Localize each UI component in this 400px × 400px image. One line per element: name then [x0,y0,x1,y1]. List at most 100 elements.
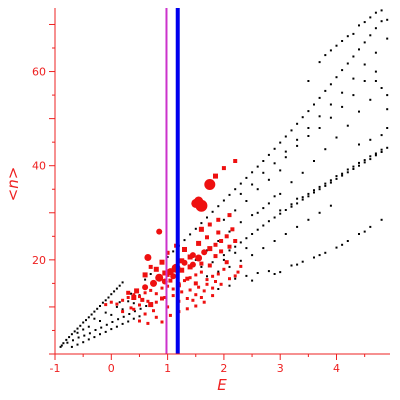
red-point [227,244,232,249]
black-point [346,171,349,174]
black-point [352,94,355,97]
red-point [143,291,147,295]
red-point [179,267,185,273]
black-point [318,211,321,214]
black-point [318,254,321,257]
black-point [59,345,62,348]
red-point [221,166,226,171]
black-point [358,110,360,113]
red-point [216,217,221,222]
black-point [251,233,254,235]
black-point [279,271,282,274]
black-point [290,129,293,132]
red-point [142,272,148,278]
red-point [153,266,159,272]
red-point [201,249,208,256]
black-point [284,135,287,138]
black-point [301,116,304,119]
red-point [187,264,193,270]
red-point [109,300,113,304]
red-point [207,222,212,227]
red-point [193,281,198,286]
red-point [154,300,158,304]
black-point [318,96,321,99]
black-point [211,210,214,213]
black-point [115,287,118,290]
red-point [188,276,192,280]
black-point [369,225,372,228]
red-point [233,239,238,243]
red-point [205,278,209,282]
black-point [352,168,355,170]
red-point [213,242,218,247]
black-point [118,301,121,304]
black-point [313,103,315,106]
black-point [93,336,96,339]
black-point [217,205,220,208]
red-point [180,290,184,294]
black-point [222,199,225,202]
black-point [234,277,237,280]
red-point [227,213,232,218]
black-point [228,284,231,287]
black-point [329,103,332,106]
black-point [77,336,80,339]
red-point [138,303,141,307]
red-point [160,320,164,324]
black-point [358,233,360,235]
black-point [239,192,242,195]
red-point [121,310,125,314]
black-point [251,183,254,186]
black-point [262,171,265,174]
black-point [358,164,360,167]
red-point [134,288,140,294]
black-point [324,89,327,92]
black-point [380,151,383,153]
red-point [168,278,173,283]
black-point [363,230,366,233]
black-point [73,330,76,333]
black-point [346,240,349,242]
red-point [179,258,185,264]
black-point [267,220,270,223]
black-point [70,345,73,348]
red-point [138,295,141,299]
red-point [150,279,157,287]
red-point [154,315,158,319]
red-point [160,296,164,301]
red-point [138,319,141,323]
black-point [329,83,332,86]
black-point [380,218,383,221]
black-point [301,198,304,201]
black-point [127,320,130,323]
black-point [273,147,276,150]
axes: -1 0 1 2 3 4 20 40 60 [32,8,390,375]
black-point [267,202,270,205]
black-point [239,221,242,224]
black-point [318,127,321,129]
red-point [165,272,170,277]
black-point [234,251,237,254]
red-point [199,270,203,274]
black-point [88,332,91,335]
black-point [296,144,299,147]
black-point [307,218,310,221]
red-point [219,282,223,286]
red-point [144,254,152,261]
black-point [234,209,237,212]
black-point [262,247,265,250]
black-point [76,343,79,346]
y-tick-label: 60 [32,66,46,79]
black-point [76,331,79,334]
black-point [105,323,108,326]
black-point [386,18,389,21]
black-point [301,260,304,263]
red-point [165,250,170,255]
black-point [341,91,344,94]
red-point [185,276,190,281]
red-point [214,280,217,283]
red-point [162,270,168,276]
black-point [234,245,237,248]
black-point [363,41,366,44]
